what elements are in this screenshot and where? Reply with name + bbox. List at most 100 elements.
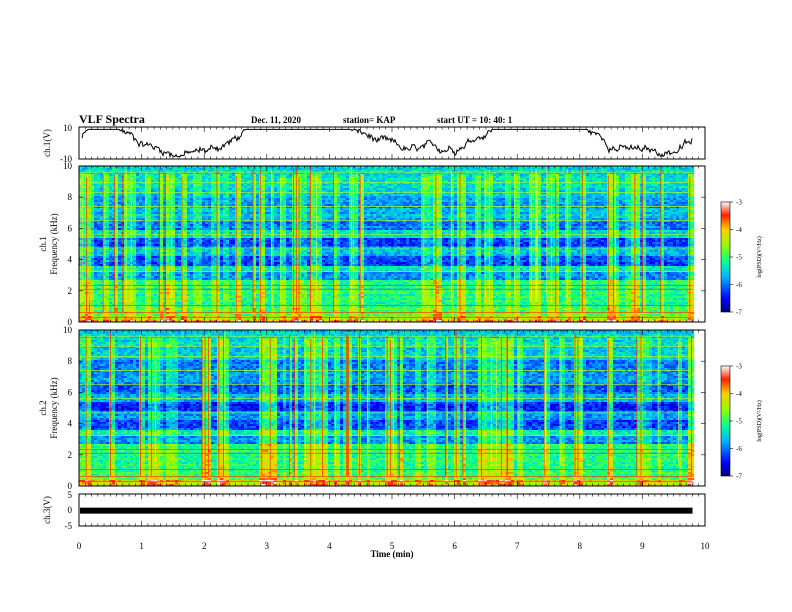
spectrogram-cell xyxy=(196,280,200,283)
spectrogram-cell xyxy=(157,286,161,289)
spectrogram-cell xyxy=(217,240,221,243)
spectrogram-cell xyxy=(142,190,146,193)
spectrogram-cell xyxy=(250,308,254,311)
spectrogram-cell xyxy=(232,296,236,299)
spectrogram-cell xyxy=(175,184,179,187)
spectrogram-cell xyxy=(199,208,203,211)
spectrogram-cell xyxy=(82,262,86,265)
spectrogram-cell xyxy=(208,206,212,209)
spectrogram-cell xyxy=(247,248,251,251)
spectrogram-cell xyxy=(247,218,251,221)
spectrogram-cell xyxy=(214,262,218,265)
spectrogram-cell xyxy=(160,214,164,217)
spectrogram-cell xyxy=(199,236,203,239)
spectrogram-cell xyxy=(178,272,182,275)
spectrogram-cell xyxy=(172,240,176,243)
spectrogram-cell xyxy=(253,280,257,283)
spectrogram-cell xyxy=(202,310,206,313)
spectrogram-cell xyxy=(151,278,155,281)
spectrogram-cell xyxy=(172,242,176,245)
spectrogram-cell xyxy=(97,300,101,303)
spectrogram-cell xyxy=(238,230,242,233)
spectrogram-cell xyxy=(100,224,104,227)
spectrogram-cell xyxy=(232,184,236,187)
spectrogram-cell xyxy=(154,230,158,233)
spectrogram-cell xyxy=(91,236,95,239)
spectrogram-cell xyxy=(175,176,179,179)
spectrogram-cell xyxy=(160,258,164,261)
spectrogram-cell xyxy=(169,290,173,293)
spectrogram-cell xyxy=(172,276,176,279)
spectrogram-cell xyxy=(229,252,233,255)
spectrogram-cell xyxy=(130,232,134,235)
spectrogram-cell xyxy=(160,274,164,277)
spectrogram-cell xyxy=(136,276,140,279)
spectrogram-cell xyxy=(109,208,113,211)
spectrogram-cell xyxy=(199,194,203,197)
spectrogram-cell xyxy=(160,298,164,301)
spectrogram-cell xyxy=(142,168,146,171)
spectrogram-cell xyxy=(214,308,218,311)
spectrogram-cell xyxy=(262,190,266,193)
spectrogram-cell xyxy=(154,238,158,241)
spectrogram-cell xyxy=(97,186,101,189)
spectrogram-cell xyxy=(217,318,221,321)
spectrogram-cell xyxy=(118,280,122,283)
spectrogram-cell xyxy=(220,294,224,297)
spectrogram-cell xyxy=(259,318,263,321)
spectrogram-cell xyxy=(142,276,146,279)
spectrogram-cell xyxy=(118,310,122,313)
spectrogram-cell xyxy=(244,314,248,317)
spectrogram-cell xyxy=(220,192,224,195)
spectrogram-cell xyxy=(121,168,125,171)
spectrogram-cell xyxy=(124,242,128,245)
spectrogram-cell xyxy=(82,184,86,187)
spectrogram-cell xyxy=(136,172,140,175)
spectrogram-cell xyxy=(211,278,215,281)
spectrogram-cell xyxy=(175,314,179,317)
spectrogram-cell xyxy=(130,174,134,177)
spectrogram-cell xyxy=(244,184,248,187)
spectrogram-cell xyxy=(244,180,248,183)
spectrogram-cell xyxy=(139,178,143,181)
spectrogram-cell xyxy=(175,272,179,275)
spectrogram-cell xyxy=(166,220,170,223)
spectrogram-cell xyxy=(223,240,227,243)
spectrogram-cell xyxy=(226,224,230,227)
spectrogram-cell xyxy=(157,240,161,243)
spectrogram-cell xyxy=(160,320,164,323)
spectrogram-cell xyxy=(130,282,134,285)
spectrogram-cell xyxy=(145,204,149,207)
spectrogram-cell xyxy=(187,170,191,173)
spectrogram-cell xyxy=(100,264,104,267)
spectrogram-cell xyxy=(256,206,260,209)
spectrogram-cell xyxy=(163,238,167,241)
spectrogram-cell xyxy=(181,216,185,219)
spectrogram-cell xyxy=(160,204,164,207)
spectrogram-cell xyxy=(163,188,167,191)
spectrogram-cell xyxy=(205,182,209,185)
spectrogram-cell xyxy=(94,190,98,193)
spectrogram-cell xyxy=(115,308,119,311)
spectrogram-cell xyxy=(82,200,86,203)
spectrogram-cell xyxy=(100,278,104,281)
spectrogram-cell xyxy=(241,176,245,179)
spectrogram-cell xyxy=(148,300,152,303)
spectrogram-cell xyxy=(154,190,158,193)
spectrogram-cell xyxy=(154,176,158,179)
spectrogram-cell xyxy=(142,218,146,221)
spectrogram-cell xyxy=(157,176,161,179)
spectrogram-cell xyxy=(223,308,227,311)
spectrogram-cell xyxy=(100,194,104,197)
spectrogram-cell xyxy=(232,320,236,323)
spectrogram-cell xyxy=(220,214,224,217)
spectrogram-cell xyxy=(202,244,206,247)
spectrogram-cell xyxy=(136,176,140,179)
spectrogram-cell xyxy=(253,202,257,205)
spectrogram-cell xyxy=(151,198,155,201)
spectrogram-cell xyxy=(160,228,164,231)
spectrogram-cell xyxy=(157,186,161,189)
spectrogram-cell xyxy=(178,180,182,183)
spectrogram-cell xyxy=(226,314,230,317)
spectrogram-cell xyxy=(100,320,104,323)
